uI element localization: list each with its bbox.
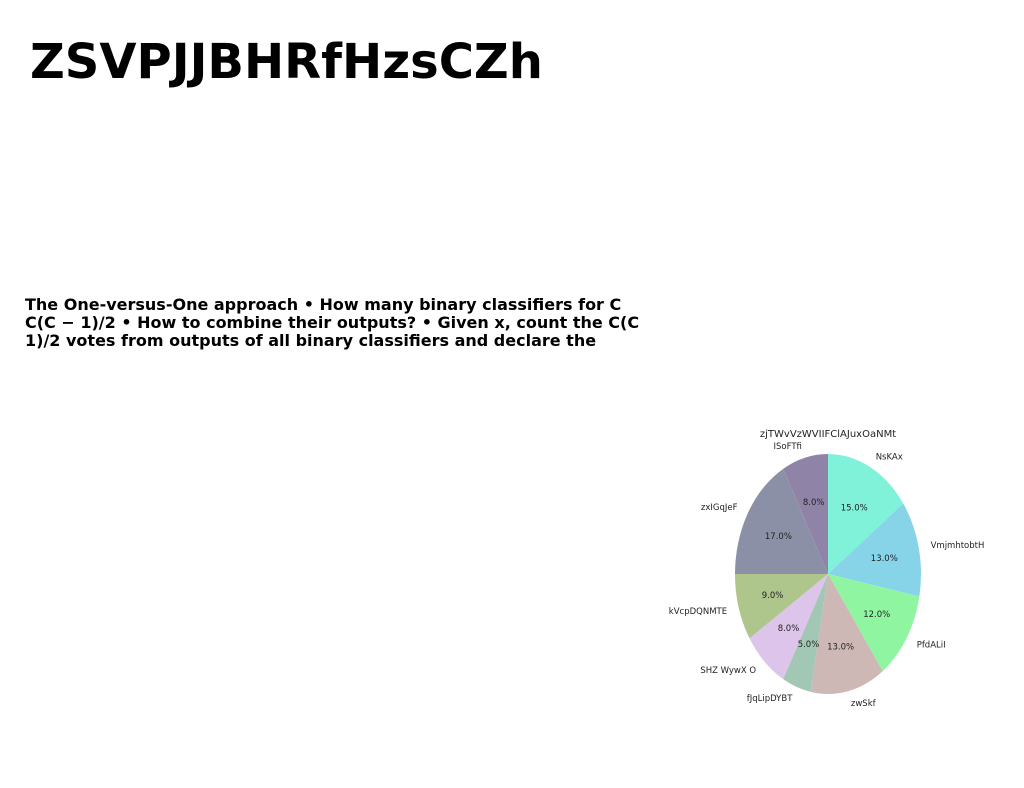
- pie-slice-isoftfi: [783, 454, 828, 574]
- pie-pct-label: 12.0%: [863, 610, 890, 620]
- pie-category-label: ISoFTfi: [774, 442, 802, 452]
- pie-category-label: PfdALiI: [917, 641, 946, 651]
- pie-slices: [735, 454, 921, 694]
- pie-category-label: SHZ WywX O: [700, 666, 756, 676]
- pie-pct-label: 8.0%: [778, 624, 800, 634]
- body-paragraph: The One-versus-One approach • How many b…: [25, 295, 640, 350]
- pie-chart-svg: zjTWvVzWVIIFClAJuxOaNMt 15.0% NsKAx 13.0% V…: [669, 429, 985, 709]
- pie-slice-zxigqjef: [735, 468, 828, 574]
- pie-slice-vmjmhtobth: [828, 503, 921, 597]
- page-title: ZSVPJJBHRfHzsCZh: [30, 34, 543, 90]
- pie-slice-nskax: [828, 454, 904, 574]
- pie-category-label: zwSkf: [851, 699, 877, 709]
- pie-category-label: kVcpDQNMTE: [669, 607, 727, 617]
- pie-category-label: zxIGqJeF: [701, 503, 738, 513]
- pie-slice-kvcpdqnmte: [735, 574, 828, 639]
- pie-slice-pfdalii: [828, 574, 920, 672]
- pie-pct-label: 8.0%: [803, 498, 825, 508]
- pie-pct-label: 17.0%: [765, 532, 792, 542]
- pie-labels: 15.0% NsKAx 13.0% VmjmhtobtH 12.0% PfdALiI 13.…: [669, 442, 985, 709]
- pie-category-label: NsKAx: [876, 452, 903, 462]
- pie-slice-fjqlipdybt: [783, 574, 828, 692]
- pie-category-label: fJqLipDYBT: [747, 694, 793, 704]
- pie-pct-label: 15.0%: [841, 504, 868, 514]
- pie-category-label: VmjmhtobtH: [931, 541, 985, 551]
- pie-slice-zwskf: [810, 574, 883, 694]
- chart-title: zjTWvVzWVIIFClAJuxOaNMt: [760, 429, 896, 440]
- pie-pct-label: 13.0%: [827, 643, 854, 653]
- pie-slice-shz-wywx-o: [749, 574, 828, 680]
- pie-chart: zjTWvVzWVIIFClAJuxOaNMt 15.0% NsKAx 13.0% V…: [660, 420, 1000, 720]
- pie-pct-label: 13.0%: [871, 554, 898, 564]
- pie-pct-label: 5.0%: [798, 640, 820, 650]
- pie-pct-label: 9.0%: [762, 591, 784, 601]
